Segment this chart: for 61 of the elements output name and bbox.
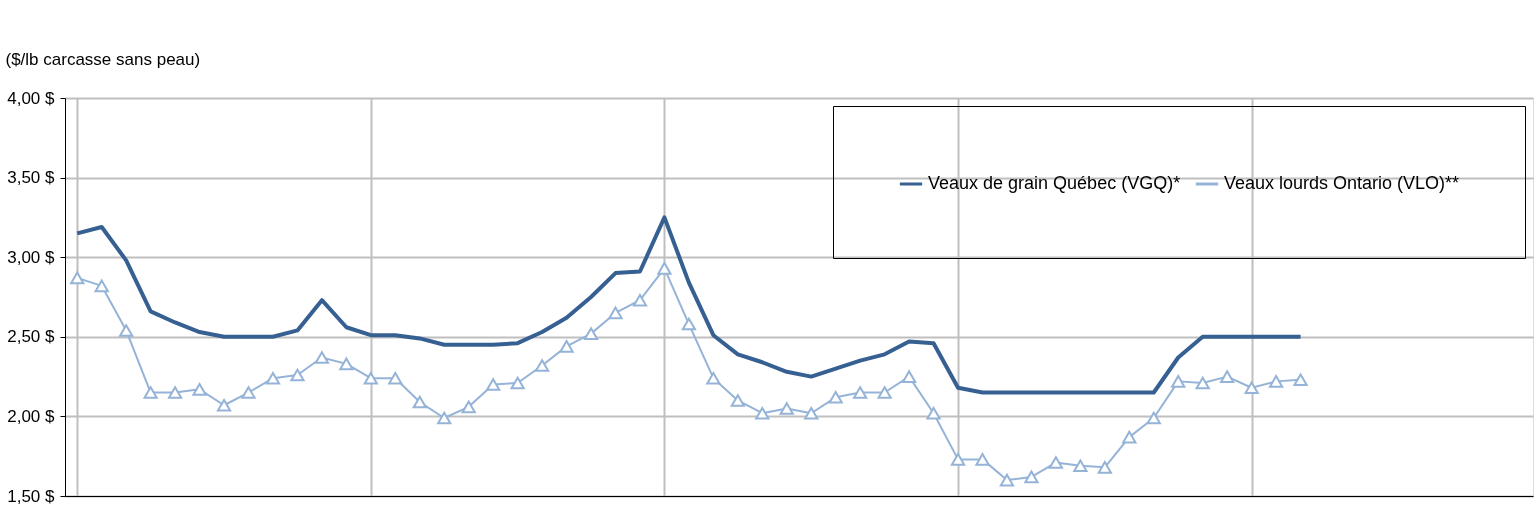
y-tick-label: 4,00 $ xyxy=(7,88,56,108)
point xyxy=(559,340,574,353)
y-tick-label: 1,50 $ xyxy=(7,486,56,506)
point xyxy=(486,378,501,391)
y-tick-label: 2,00 $ xyxy=(7,406,56,426)
point xyxy=(437,411,452,425)
point xyxy=(1195,376,1210,390)
point xyxy=(388,371,403,385)
point xyxy=(975,453,990,466)
point xyxy=(1097,461,1112,474)
legend-label: Veaux lourds Ontario (VLO)** xyxy=(1224,173,1460,193)
line-series xyxy=(75,215,1303,395)
point xyxy=(828,390,843,404)
point xyxy=(1024,470,1039,484)
point xyxy=(216,398,232,412)
point xyxy=(290,368,305,382)
point xyxy=(363,371,378,385)
point xyxy=(1268,375,1284,388)
legend-label: Veaux de grain Québec (VGQ)* xyxy=(928,173,1181,193)
y-tick-label: 2,50 $ xyxy=(7,327,56,347)
point xyxy=(241,386,256,399)
point xyxy=(583,327,599,340)
y-tick-label: 3,00 $ xyxy=(7,247,56,267)
point xyxy=(632,293,648,307)
point xyxy=(853,386,868,399)
point xyxy=(510,376,525,390)
point xyxy=(608,306,623,320)
point xyxy=(94,279,109,293)
point xyxy=(950,453,966,466)
point xyxy=(681,317,697,331)
point xyxy=(730,394,745,407)
y-axis-title: ($/lb carcasse sans peau) xyxy=(5,49,201,69)
point xyxy=(534,359,550,372)
point xyxy=(779,402,794,415)
point xyxy=(70,271,85,285)
point xyxy=(1220,370,1235,383)
point xyxy=(804,406,819,420)
point xyxy=(143,386,158,399)
point xyxy=(926,406,941,420)
point xyxy=(755,406,770,420)
point xyxy=(1293,373,1308,387)
point xyxy=(412,395,427,409)
point xyxy=(1244,381,1259,395)
point xyxy=(192,383,207,396)
point xyxy=(1048,456,1064,469)
point xyxy=(1146,411,1161,425)
point xyxy=(1171,375,1186,388)
point xyxy=(339,357,354,371)
point xyxy=(657,262,672,275)
point xyxy=(119,324,134,337)
point xyxy=(265,371,281,385)
point xyxy=(1122,430,1137,444)
point xyxy=(706,371,721,385)
point xyxy=(167,386,183,399)
point xyxy=(314,351,330,364)
y-tick-label: 3,50 $ xyxy=(7,168,56,188)
point xyxy=(1073,459,1088,473)
point xyxy=(999,473,1015,487)
point xyxy=(461,400,476,414)
point xyxy=(877,386,892,399)
point xyxy=(901,370,917,383)
